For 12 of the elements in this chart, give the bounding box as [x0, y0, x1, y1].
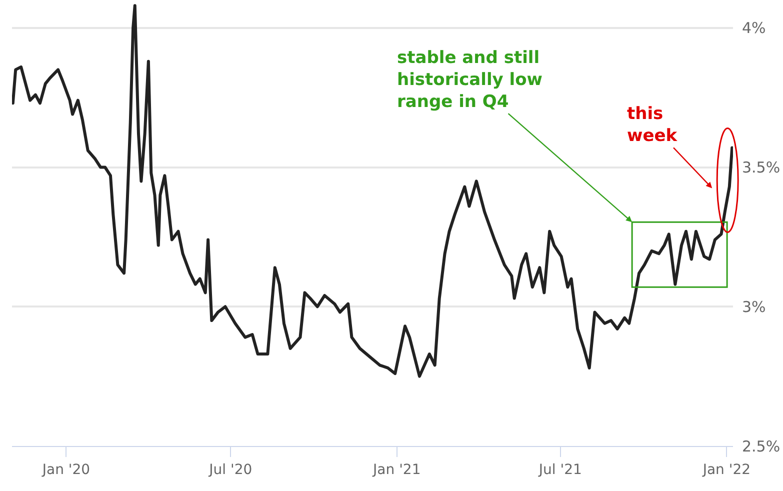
y-tick-label: 3%: [742, 298, 766, 316]
annotation: this week: [627, 104, 678, 146]
x-tick-label: Jan '22: [702, 462, 751, 478]
x-tick-label: Jan '20: [41, 462, 90, 478]
y-tick-label: 3.5%: [742, 158, 780, 176]
y-tick-label: 4%: [742, 19, 766, 38]
x-tick-label: Jul '20: [208, 462, 252, 478]
x-tick-label: Jul '21: [538, 462, 582, 478]
x-tick-label: Jan '21: [372, 462, 421, 478]
y-tick-label: 2.5%: [742, 437, 780, 456]
line-series: [12, 4, 733, 378]
annotation: stable and still historically low range in Q4: [397, 48, 543, 112]
